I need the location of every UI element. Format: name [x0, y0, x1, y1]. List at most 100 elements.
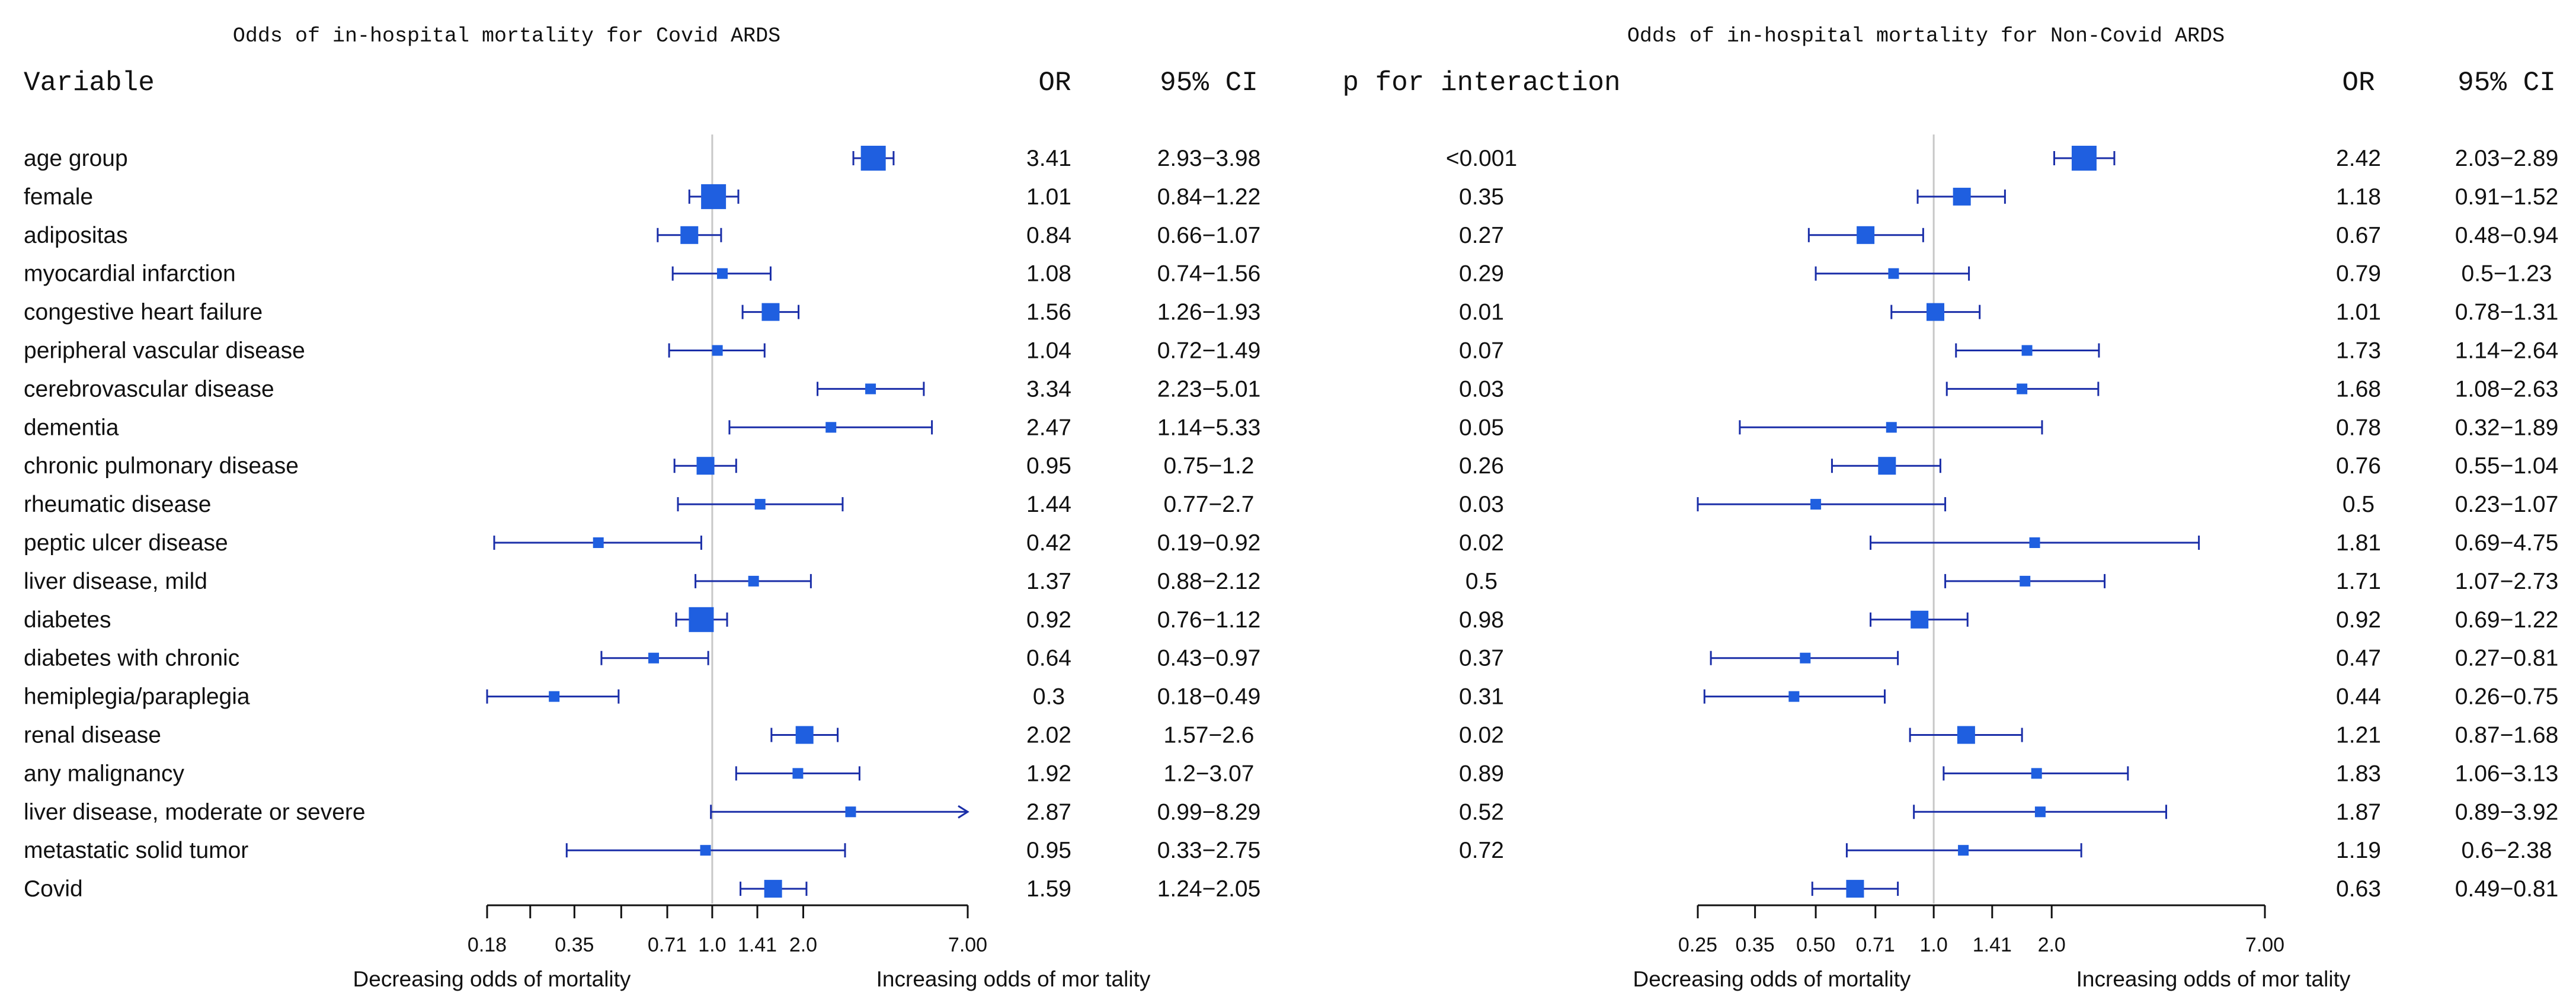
or-marker: [1878, 457, 1896, 475]
p-interaction-value: 0.52: [1459, 799, 1504, 825]
header-variable: Variable: [24, 68, 155, 98]
variable-label: myocardial infarction: [24, 261, 236, 287]
ci-value: 0.26−0.75: [2455, 684, 2559, 710]
ci-value: 0.75−1.2: [1164, 453, 1255, 479]
or-value: 1.92: [1026, 761, 1071, 786]
or-value: 1.71: [2336, 569, 2381, 594]
or-marker: [1953, 187, 1971, 206]
ci-value: 0.84−1.22: [1157, 184, 1261, 210]
or-marker: [593, 537, 604, 548]
or-marker: [1846, 880, 1864, 898]
x-tick-label: 0.35: [555, 934, 594, 956]
or-value: 1.19: [2336, 838, 2381, 863]
x-tick-label: 2.0: [2038, 934, 2066, 956]
or-value: 3.41: [1026, 146, 1071, 171]
p-interaction-value: 0.07: [1459, 338, 1504, 364]
direction-increasing-covid: Increasing odds of mor tality: [876, 967, 1151, 991]
or-value: 2.47: [1026, 415, 1071, 440]
or-value: 0.84: [1026, 223, 1071, 248]
or-value: 0.76: [2336, 453, 2381, 479]
variable-label: peripheral vascular disease: [24, 338, 305, 364]
or-marker: [2031, 768, 2042, 779]
x-tick-label: 2.0: [789, 934, 817, 956]
ci-value: 0.66−1.07: [1157, 223, 1261, 248]
or-marker: [2017, 383, 2028, 395]
ci-value: 0.55−1.04: [2455, 453, 2559, 479]
variable-label: hemiplegia/paraplegia: [24, 684, 250, 710]
variable-label: renal disease: [24, 723, 161, 748]
p-interaction-value: 0.29: [1459, 261, 1504, 287]
ci-value: 0.23−1.07: [2455, 492, 2559, 517]
header-ci-noncovid: 95% CI: [2457, 68, 2556, 98]
forest-rows: age group <0.001 female 0.35 adipositas 0.27 m…: [24, 146, 1517, 902]
title-covid: Odds of in-hospital mortality for Covid …: [233, 24, 780, 48]
or-value: 0.92: [1026, 607, 1071, 633]
header-or-noncovid: OR: [2342, 68, 2375, 98]
or-marker: [1888, 268, 1899, 279]
title-noncovid: Odds of in-hospital mortality for Non-Co…: [1627, 24, 2225, 48]
direction-decreasing-noncovid: Decreasing odds of mortality: [1633, 967, 1911, 991]
or-marker: [1911, 610, 1929, 629]
x-tick-label: 0.18: [468, 934, 507, 956]
or-value: 0.79: [2336, 261, 2381, 287]
p-interaction-value: 0.02: [1459, 723, 1504, 748]
or-marker: [764, 880, 782, 898]
variable-label: peptic ulcer disease: [24, 530, 228, 556]
or-value: 0.95: [1026, 453, 1071, 479]
ci-value: 0.27−0.81: [2455, 646, 2559, 671]
or-marker: [1800, 652, 1811, 664]
variable-label: diabetes with chronic: [24, 646, 239, 671]
variable-label: female: [24, 184, 93, 210]
ci-value: 0.87−1.68: [2455, 723, 2559, 748]
ci-value: 0.5−1.23: [2462, 261, 2552, 287]
ci-value: 1.14−5.33: [1157, 415, 1261, 440]
or-value: 0.63: [2336, 876, 2381, 902]
variable-label: liver disease, moderate or severe: [24, 799, 366, 825]
or-marker: [1857, 226, 1875, 244]
or-marker: [648, 652, 660, 664]
p-interaction-value: 0.35: [1459, 184, 1504, 210]
or-value: 0.64: [1026, 646, 1071, 671]
p-interaction-value: 0.02: [1459, 530, 1504, 556]
or-marker: [2029, 537, 2040, 548]
or-value: 1.59: [1026, 876, 1071, 902]
or-marker: [689, 607, 714, 632]
p-interaction-value: 0.05: [1459, 415, 1504, 440]
p-interaction-value: 0.03: [1459, 492, 1504, 517]
ci-value: 1.57−2.6: [1164, 723, 1255, 748]
ci-value: 1.14−2.64: [2455, 338, 2559, 364]
or-marker: [680, 226, 699, 244]
ci-value: 1.07−2.73: [2455, 569, 2559, 594]
x-tick-label: 0.71: [648, 934, 687, 956]
or-value: 0.47: [2336, 646, 2381, 671]
x-tick-label: 1.41: [738, 934, 777, 956]
or-marker: [2020, 575, 2031, 587]
or-marker: [1957, 726, 1975, 744]
or-value: 2.42: [2336, 146, 2381, 171]
variable-label: metastatic solid tumor: [24, 838, 248, 863]
or-marker: [795, 726, 814, 744]
or-marker: [1788, 691, 1800, 702]
or-marker: [700, 845, 711, 856]
or-marker: [761, 303, 780, 321]
variable-label: diabetes: [24, 607, 111, 633]
ci-value: 0.88−2.12: [1157, 569, 1261, 594]
p-interaction-value: <0.001: [1446, 146, 1517, 171]
ci-value: 1.08−2.63: [2455, 376, 2559, 402]
ci-value: 0.89−3.92: [2455, 799, 2559, 825]
or-value: 1.01: [1026, 184, 1071, 210]
variable-label: liver disease, mild: [24, 569, 207, 594]
or-value: 1.37: [1026, 569, 1071, 594]
or-value: 1.08: [1026, 261, 1071, 287]
or-value: 1.81: [2336, 530, 2381, 556]
or-value: 0.78: [2336, 415, 2381, 440]
p-interaction-value: 0.5: [1465, 569, 1497, 594]
or-value: 1.01: [2336, 300, 2381, 325]
x-tick-label: 0.50: [1796, 934, 1835, 956]
or-value: 1.73: [2336, 338, 2381, 364]
p-interaction-value: 0.72: [1459, 838, 1504, 863]
or-marker: [549, 691, 560, 702]
variable-label: any malignancy: [24, 761, 184, 786]
ci-value: 0.69−4.75: [2455, 530, 2559, 556]
